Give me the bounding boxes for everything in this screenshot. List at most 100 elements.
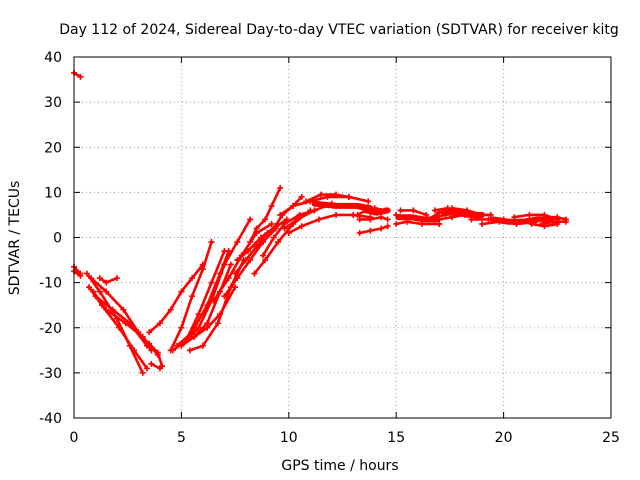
data-point — [277, 211, 284, 218]
data-point — [156, 365, 163, 372]
x-tick-label: 20 — [495, 430, 513, 446]
data-point — [281, 225, 288, 232]
data-series-arc-46 — [543, 214, 569, 223]
data-line — [304, 193, 351, 204]
y-tick-label: 30 — [44, 95, 62, 111]
x-tick-label: 10 — [280, 430, 298, 446]
data-point — [214, 320, 221, 327]
data-series-arc-13 — [167, 239, 215, 354]
data-point — [217, 311, 224, 318]
data-point — [382, 207, 389, 214]
data-point — [371, 205, 378, 212]
data-point — [131, 347, 138, 354]
data-point — [251, 270, 258, 277]
data-point — [378, 225, 385, 232]
data-point — [178, 288, 185, 295]
data-point — [234, 257, 241, 264]
data-point — [199, 266, 206, 273]
y-tick-label: 20 — [44, 140, 62, 156]
data-point — [262, 257, 269, 264]
data-line — [272, 195, 304, 231]
data-series — [71, 69, 569, 376]
data-point — [92, 293, 99, 300]
data-point — [221, 293, 228, 300]
data-point — [406, 214, 413, 221]
y-tick-label: -40 — [39, 411, 62, 427]
data-point — [302, 198, 309, 205]
data-point — [232, 270, 239, 277]
data-point — [156, 320, 163, 327]
data-line — [437, 213, 480, 221]
data-line — [192, 285, 237, 339]
data-point — [77, 272, 84, 279]
data-point — [247, 216, 254, 223]
x-tick-label: 25 — [602, 430, 620, 446]
data-series-arc-01 — [71, 69, 84, 80]
data-point — [333, 191, 340, 198]
data-point — [247, 239, 254, 246]
data-point — [298, 193, 305, 200]
data-series-arc-39 — [431, 205, 494, 218]
data-point — [90, 288, 97, 295]
grid — [74, 57, 611, 418]
data-point — [146, 340, 153, 347]
data-series-arc-14 — [169, 248, 228, 354]
data-point — [154, 349, 161, 356]
data-point — [195, 324, 202, 331]
data-point — [208, 279, 215, 286]
data-point — [449, 214, 456, 221]
data-series-arc-29 — [281, 200, 372, 232]
data-point — [103, 306, 110, 313]
data-point — [169, 347, 176, 354]
data-point — [277, 184, 284, 191]
data-point — [96, 288, 103, 295]
data-point — [86, 284, 93, 291]
y-tick-label: 0 — [53, 231, 62, 247]
data-line — [183, 217, 252, 344]
data-point — [244, 248, 251, 255]
data-series-arc-35 — [393, 211, 449, 223]
data-series-arc-08 — [92, 293, 151, 349]
data-point — [442, 211, 449, 218]
data-line — [358, 224, 390, 235]
data-point — [418, 220, 425, 227]
data-point — [116, 324, 123, 331]
data-point — [367, 227, 374, 234]
data-point — [444, 205, 451, 212]
data-point — [403, 218, 410, 225]
data-line — [358, 215, 390, 222]
data-point — [103, 288, 110, 295]
data-line — [72, 264, 83, 276]
data-point — [365, 198, 372, 205]
data-point — [363, 207, 370, 214]
y-tick-label: 40 — [44, 50, 62, 66]
x-axis-label: GPS time / hours — [281, 458, 398, 474]
data-point — [210, 297, 217, 304]
data-point — [423, 211, 430, 218]
data-point — [103, 279, 110, 286]
data-point — [562, 216, 569, 223]
data-point — [384, 216, 391, 223]
data-point — [270, 234, 277, 241]
data-point — [88, 275, 95, 282]
data-point — [410, 207, 417, 214]
data-line — [394, 220, 441, 226]
data-point — [260, 252, 267, 259]
chart-title: Day 112 of 2024, Sidereal Day-to-day VTE… — [59, 22, 619, 38]
data-point — [356, 229, 363, 236]
data-point — [298, 223, 305, 230]
data-point — [268, 220, 275, 227]
data-point — [232, 284, 239, 291]
data-line — [282, 202, 370, 231]
data-point — [275, 239, 282, 246]
data-point — [333, 211, 340, 218]
data-point — [77, 73, 84, 80]
data-point — [526, 211, 533, 218]
data-point — [431, 207, 438, 214]
x-tick-label: 0 — [70, 430, 79, 446]
data-series-arc-26 — [247, 184, 284, 246]
data-line — [278, 195, 370, 217]
data-series-arc-33 — [356, 214, 391, 223]
data-point — [464, 207, 471, 214]
